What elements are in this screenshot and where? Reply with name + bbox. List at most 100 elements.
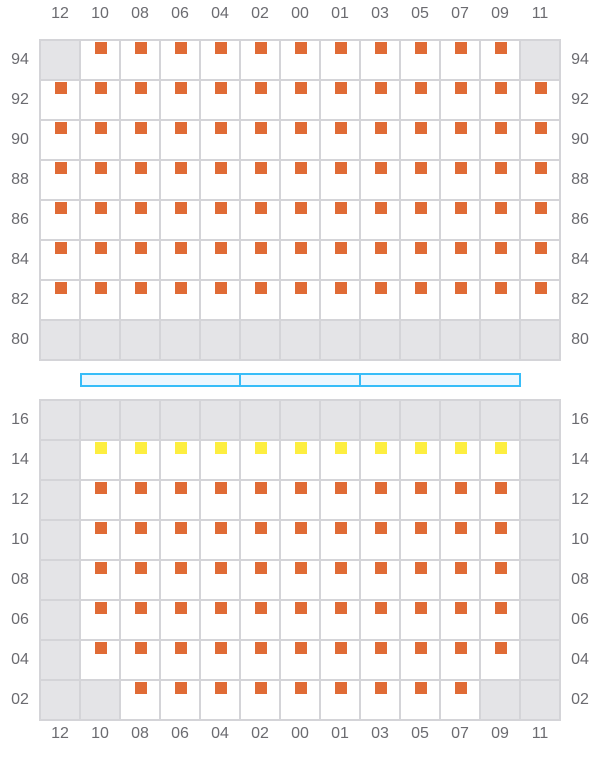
divider-bar-right[interactable]: [359, 373, 521, 387]
cell-94-05[interactable]: [400, 40, 440, 80]
cell-14-09[interactable]: [480, 440, 520, 480]
cell-90-07[interactable]: [440, 120, 480, 160]
cell-10-00[interactable]: [280, 520, 320, 560]
cell-12-00[interactable]: [280, 480, 320, 520]
cell-92-03[interactable]: [360, 80, 400, 120]
cell-14-08[interactable]: [120, 440, 160, 480]
cell-90-04[interactable]: [200, 120, 240, 160]
cell-10-06[interactable]: [160, 520, 200, 560]
cell-88-12[interactable]: [40, 160, 80, 200]
cell-12-05[interactable]: [400, 480, 440, 520]
cell-92-12[interactable]: [40, 80, 80, 120]
cell-86-03[interactable]: [360, 200, 400, 240]
cell-86-06[interactable]: [160, 200, 200, 240]
cell-08-01[interactable]: [320, 560, 360, 600]
cell-84-04[interactable]: [200, 240, 240, 280]
cell-10-10[interactable]: [80, 520, 120, 560]
cell-14-06[interactable]: [160, 440, 200, 480]
cell-84-00[interactable]: [280, 240, 320, 280]
cell-14-04[interactable]: [200, 440, 240, 480]
cell-86-07[interactable]: [440, 200, 480, 240]
cell-04-10[interactable]: [80, 640, 120, 680]
cell-84-12[interactable]: [40, 240, 80, 280]
cell-06-06[interactable]: [160, 600, 200, 640]
cell-86-00[interactable]: [280, 200, 320, 240]
cell-92-11[interactable]: [520, 80, 560, 120]
cell-90-12[interactable]: [40, 120, 80, 160]
cell-08-06[interactable]: [160, 560, 200, 600]
cell-08-03[interactable]: [360, 560, 400, 600]
cell-12-09[interactable]: [480, 480, 520, 520]
cell-10-02[interactable]: [240, 520, 280, 560]
divider-bar-left[interactable]: [80, 373, 241, 387]
cell-94-06[interactable]: [160, 40, 200, 80]
cell-14-07[interactable]: [440, 440, 480, 480]
cell-90-10[interactable]: [80, 120, 120, 160]
cell-90-01[interactable]: [320, 120, 360, 160]
cell-90-03[interactable]: [360, 120, 400, 160]
cell-92-08[interactable]: [120, 80, 160, 120]
cell-90-11[interactable]: [520, 120, 560, 160]
cell-04-06[interactable]: [160, 640, 200, 680]
cell-08-10[interactable]: [80, 560, 120, 600]
cell-92-10[interactable]: [80, 80, 120, 120]
cell-84-07[interactable]: [440, 240, 480, 280]
cell-10-04[interactable]: [200, 520, 240, 560]
cell-82-03[interactable]: [360, 280, 400, 320]
cell-14-01[interactable]: [320, 440, 360, 480]
cell-82-05[interactable]: [400, 280, 440, 320]
cell-02-07[interactable]: [440, 680, 480, 720]
cell-92-07[interactable]: [440, 80, 480, 120]
cell-84-06[interactable]: [160, 240, 200, 280]
cell-88-07[interactable]: [440, 160, 480, 200]
cell-94-09[interactable]: [480, 40, 520, 80]
cell-90-08[interactable]: [120, 120, 160, 160]
cell-02-04[interactable]: [200, 680, 240, 720]
cell-82-06[interactable]: [160, 280, 200, 320]
cell-12-04[interactable]: [200, 480, 240, 520]
cell-02-01[interactable]: [320, 680, 360, 720]
cell-04-05[interactable]: [400, 640, 440, 680]
cell-82-04[interactable]: [200, 280, 240, 320]
cell-04-00[interactable]: [280, 640, 320, 680]
cell-06-01[interactable]: [320, 600, 360, 640]
cell-14-05[interactable]: [400, 440, 440, 480]
cell-82-12[interactable]: [40, 280, 80, 320]
cell-12-01[interactable]: [320, 480, 360, 520]
cell-92-05[interactable]: [400, 80, 440, 120]
cell-88-06[interactable]: [160, 160, 200, 200]
cell-84-05[interactable]: [400, 240, 440, 280]
cell-82-09[interactable]: [480, 280, 520, 320]
cell-14-00[interactable]: [280, 440, 320, 480]
cell-90-02[interactable]: [240, 120, 280, 160]
cell-82-11[interactable]: [520, 280, 560, 320]
cell-86-10[interactable]: [80, 200, 120, 240]
cell-08-02[interactable]: [240, 560, 280, 600]
cell-14-10[interactable]: [80, 440, 120, 480]
cell-84-08[interactable]: [120, 240, 160, 280]
cell-88-10[interactable]: [80, 160, 120, 200]
cell-86-02[interactable]: [240, 200, 280, 240]
cell-14-02[interactable]: [240, 440, 280, 480]
cell-88-00[interactable]: [280, 160, 320, 200]
cell-84-11[interactable]: [520, 240, 560, 280]
cell-82-08[interactable]: [120, 280, 160, 320]
cell-12-06[interactable]: [160, 480, 200, 520]
cell-88-11[interactable]: [520, 160, 560, 200]
cell-08-04[interactable]: [200, 560, 240, 600]
cell-06-08[interactable]: [120, 600, 160, 640]
cell-02-00[interactable]: [280, 680, 320, 720]
cell-92-01[interactable]: [320, 80, 360, 120]
cell-04-09[interactable]: [480, 640, 520, 680]
cell-10-07[interactable]: [440, 520, 480, 560]
cell-04-02[interactable]: [240, 640, 280, 680]
cell-92-02[interactable]: [240, 80, 280, 120]
cell-86-09[interactable]: [480, 200, 520, 240]
cell-10-01[interactable]: [320, 520, 360, 560]
cell-02-03[interactable]: [360, 680, 400, 720]
cell-06-05[interactable]: [400, 600, 440, 640]
cell-92-06[interactable]: [160, 80, 200, 120]
cell-88-02[interactable]: [240, 160, 280, 200]
cell-06-00[interactable]: [280, 600, 320, 640]
cell-14-03[interactable]: [360, 440, 400, 480]
